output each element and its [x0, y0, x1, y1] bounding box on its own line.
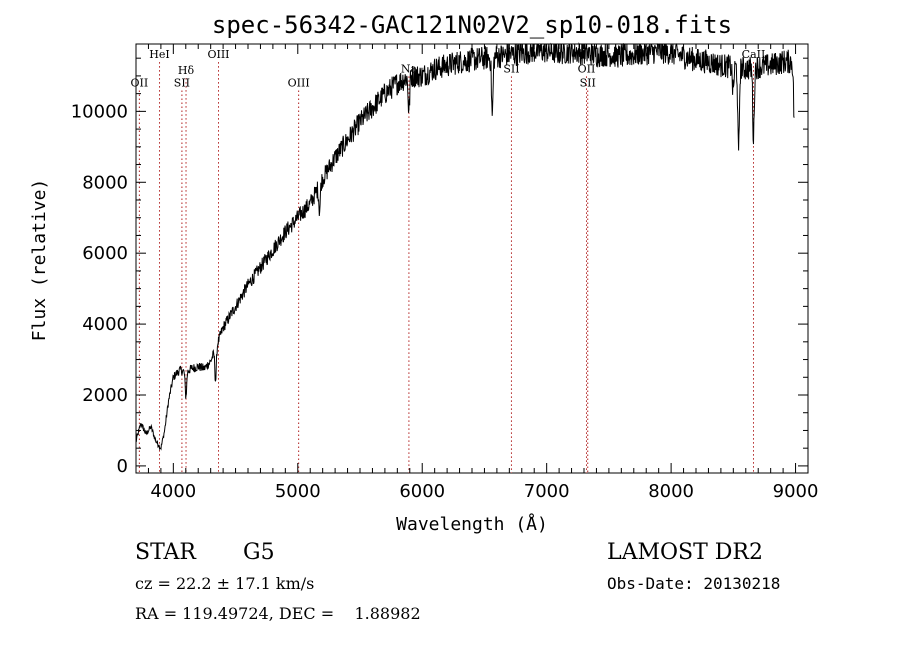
coordinates-readout: RA = 119.49724, DEC = 1.88982: [135, 604, 421, 623]
y-axis-label: Flux (relative): [29, 179, 50, 342]
x-tick-label: 5000: [275, 481, 321, 502]
x-axis-label: Wavelength (Å): [396, 513, 548, 535]
line-marker-label: SII: [580, 77, 596, 90]
y-tick-label: 0: [117, 456, 128, 477]
axis-ticks: [135, 44, 809, 473]
chart-title: spec-56342-GAC121N02V2_sp10-018.fits: [212, 11, 732, 39]
y-tick-label: 6000: [82, 243, 128, 264]
line-marker-label: OII: [578, 62, 596, 75]
redshift-readout: cz = 22.2 ± 17.1 km/s: [135, 574, 315, 593]
line-marker-label: OII: [131, 77, 149, 90]
x-tick-label: 9000: [773, 481, 819, 502]
survey-name: LAMOST DR2: [607, 540, 763, 565]
line-marker-label: SII: [503, 62, 519, 75]
y-tick-label: 2000: [82, 385, 128, 406]
x-tick-label: 7000: [524, 481, 570, 502]
spectrum-line: [135, 42, 795, 451]
object-type: STAR: [135, 540, 196, 565]
x-tick-label: 6000: [399, 481, 445, 502]
obs-date: Obs-Date: 20130218: [607, 574, 781, 593]
plot-frame: [135, 43, 809, 474]
object-subclass: G5: [243, 540, 275, 565]
line-marker-label: Na: [401, 62, 418, 75]
y-tick-label: 4000: [82, 314, 128, 335]
y-tick-label: 10000: [71, 101, 128, 122]
y-tick-label: 8000: [82, 172, 128, 193]
spectrum-series: [135, 42, 795, 451]
x-tick-label: 8000: [648, 481, 694, 502]
line-marker-label: HeI: [149, 48, 169, 61]
x-tick-label: 4000: [150, 481, 196, 502]
line-marker-label: SII: [174, 77, 190, 90]
line-marker-label: Hδ: [178, 64, 195, 77]
axis-tick-labels: 4000 5000 6000 7000 8000 9000 0 2000 4000 6000 800…: [71, 101, 819, 502]
line-marker-label: CaII: [742, 48, 766, 61]
line-marker-label: OIII: [207, 48, 229, 61]
line-marker-label: OIII: [288, 77, 310, 90]
